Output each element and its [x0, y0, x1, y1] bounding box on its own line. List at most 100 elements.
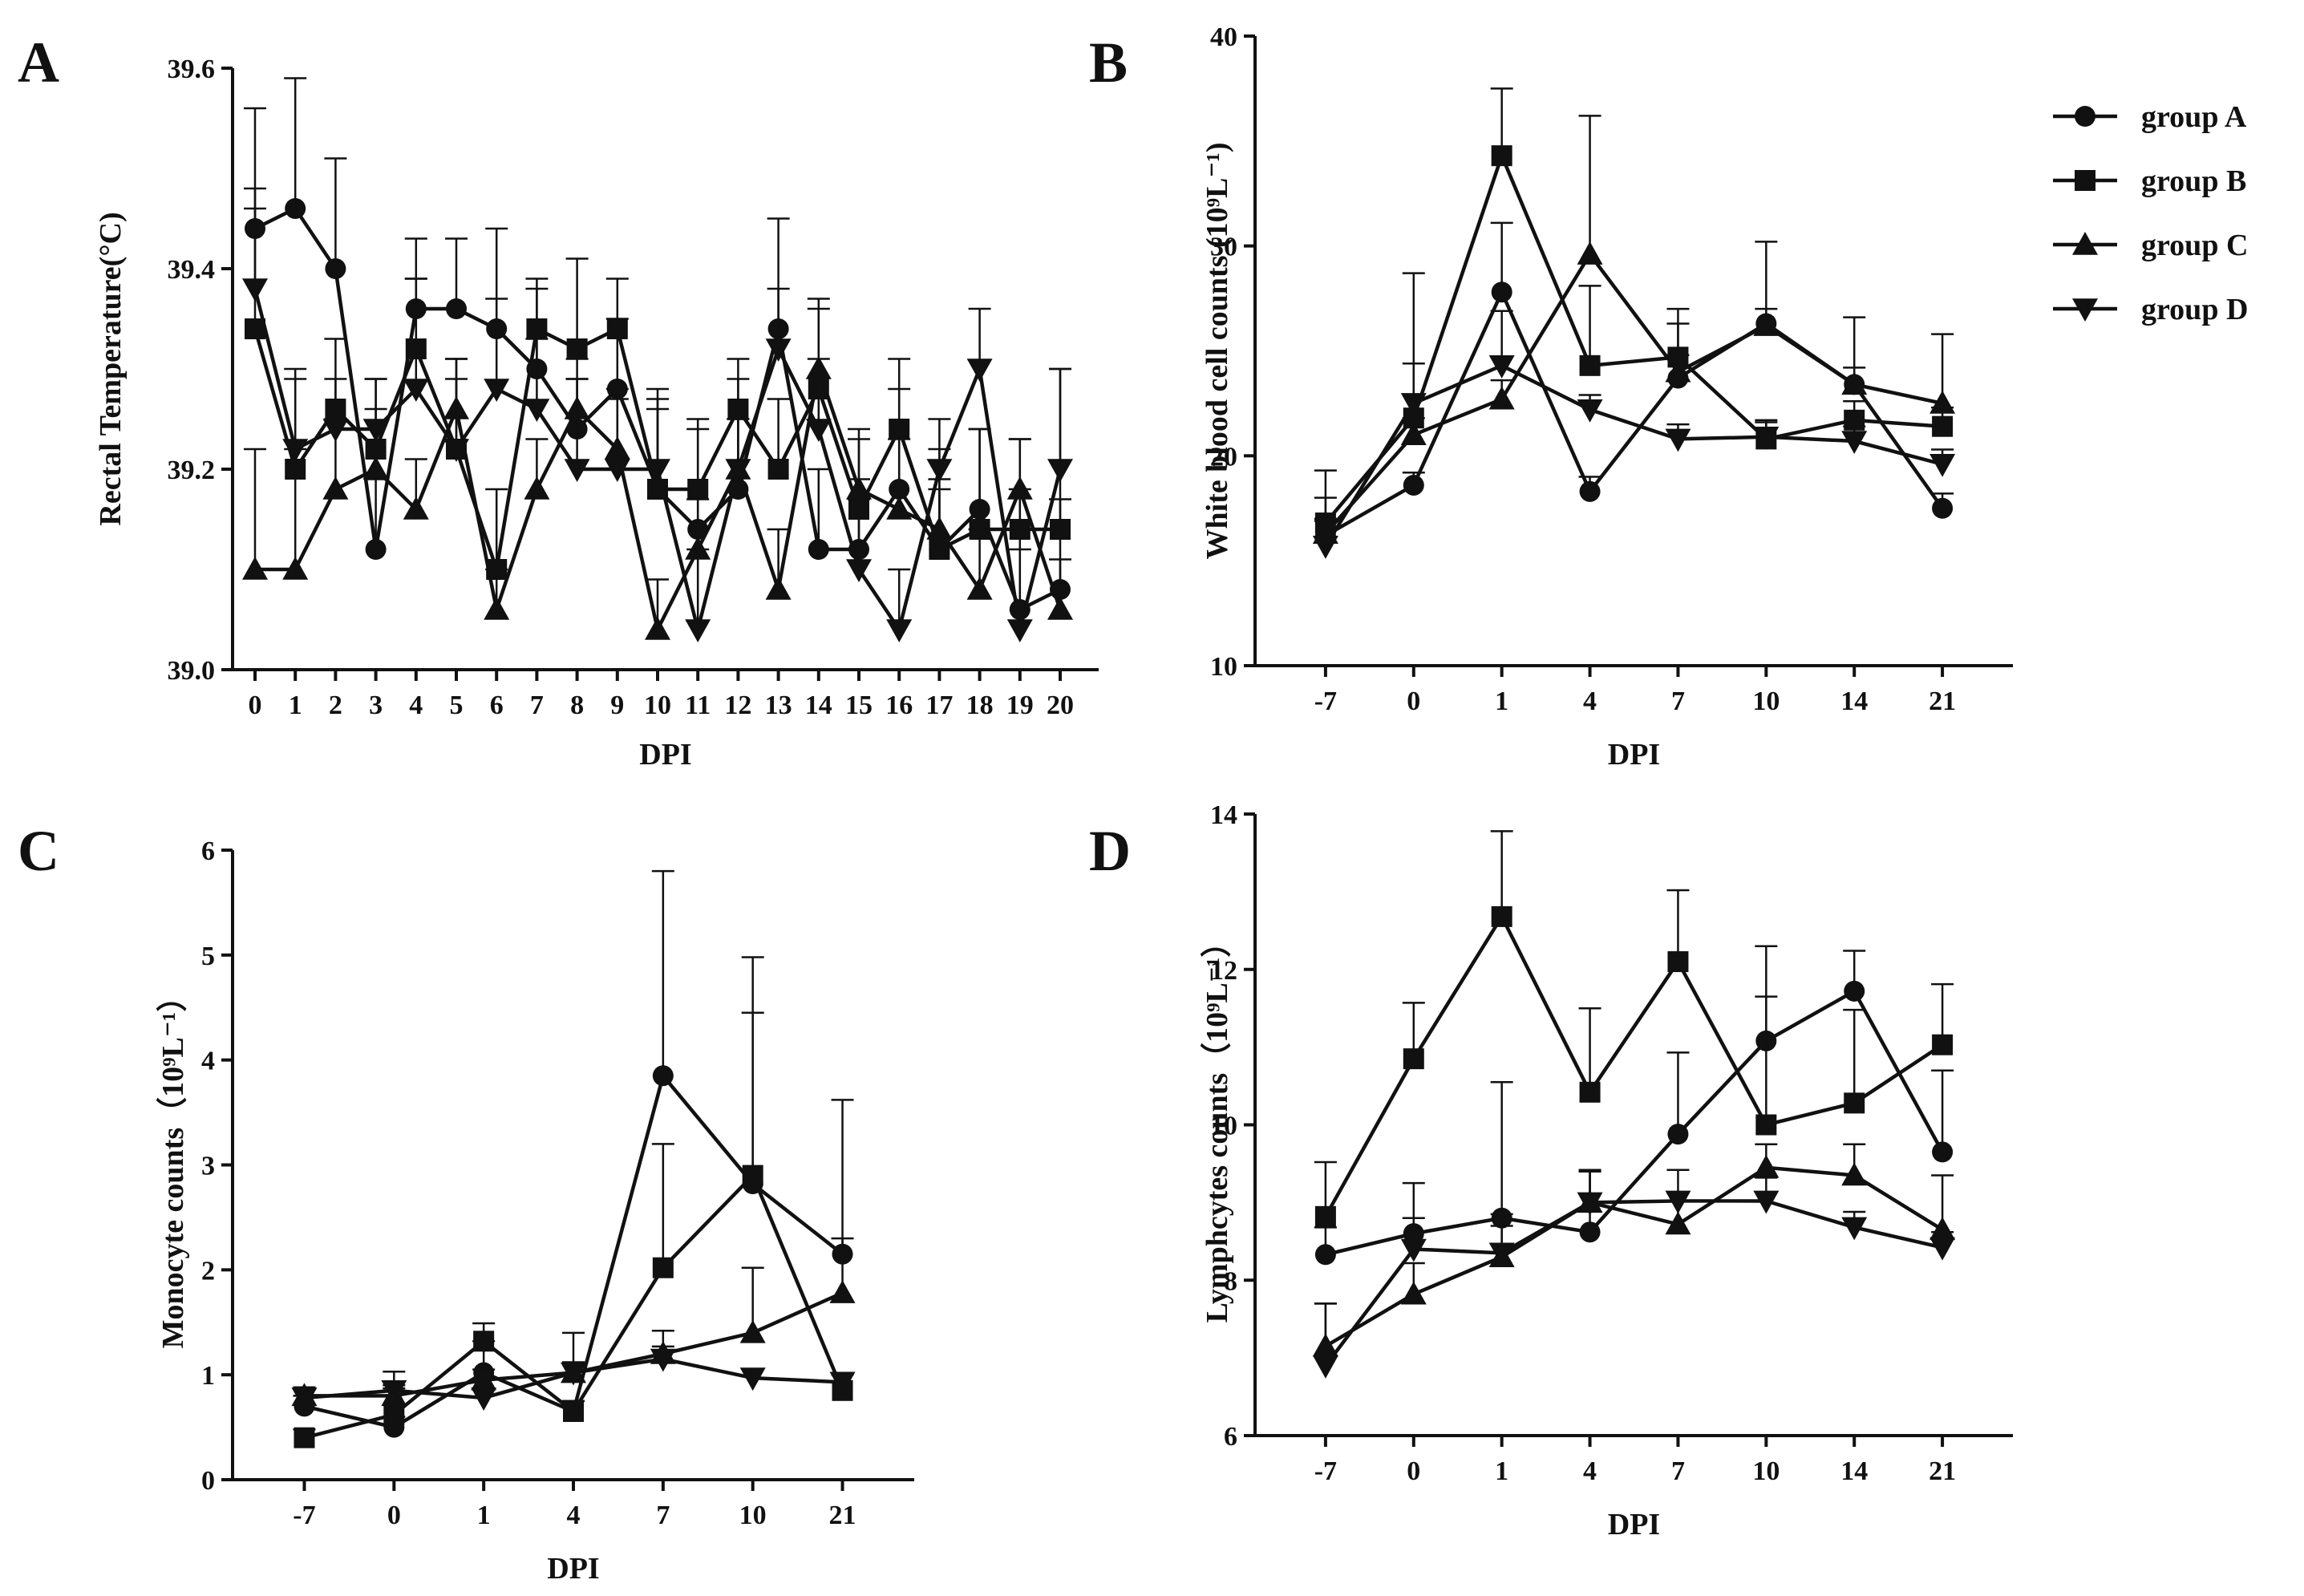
panel-a-letter: A	[18, 30, 59, 95]
x-tick-label: 9	[610, 691, 624, 720]
y-axis-title: Monocyte counts（10⁹L⁻¹）	[156, 982, 190, 1349]
data-point	[886, 496, 913, 520]
panel-a-chart: A39.039.239.439.60 1 2 3 4 5 6 7 8 9 10 11 12 13 14 15 1…	[18, 30, 1099, 772]
data-point	[767, 459, 789, 480]
series-group-D	[1312, 1169, 1956, 1379]
x-tick-label: 16	[885, 691, 913, 720]
y-tick-label: 30	[1210, 233, 1237, 262]
panel-d-letter: D	[1089, 819, 1131, 883]
x-tick-label: 19	[1006, 691, 1034, 720]
series-group-A	[1314, 945, 1954, 1266]
y-tick-label: 6	[201, 836, 215, 866]
y-tick-label: 10	[1210, 1112, 1237, 1141]
data-point	[403, 379, 429, 402]
series-line	[1323, 913, 1944, 1217]
x-tick-label: 3	[369, 691, 383, 720]
data-point	[473, 1331, 495, 1352]
x-tick-label: 10	[739, 1501, 767, 1530]
data-point	[1009, 519, 1031, 540]
data-point	[325, 258, 346, 279]
x-tick-label: 13	[765, 691, 792, 720]
data-point	[443, 439, 469, 462]
data-point	[742, 1165, 763, 1186]
x-tick-label: 4	[1583, 1456, 1597, 1486]
data-point	[652, 1257, 674, 1278]
data-point	[1755, 1114, 1777, 1136]
x-tick-label: -7	[293, 1501, 315, 1530]
data-point	[362, 419, 389, 442]
x-tick-label: 7	[656, 1501, 670, 1530]
x-tick-label: 7	[530, 691, 544, 720]
x-axis-title: DPI	[639, 738, 691, 772]
x-tick-label: 0	[249, 691, 262, 720]
x-tick-label: 1	[477, 1501, 491, 1530]
data-point	[685, 537, 711, 560]
data-point	[566, 338, 588, 359]
data-point	[1579, 1221, 1601, 1243]
data-point	[1932, 1034, 1954, 1055]
series-line	[303, 1172, 844, 1440]
data-point	[282, 557, 309, 580]
data-point	[1579, 354, 1601, 376]
data-point	[765, 338, 792, 362]
legend-entry: group B	[2053, 164, 2246, 198]
data-point	[242, 278, 268, 302]
data-point	[403, 496, 429, 520]
x-tick-label: 10	[1752, 687, 1780, 716]
data-point	[524, 476, 550, 500]
x-tick-label: 14	[1840, 1456, 1868, 1486]
y-axis-title: White blood cell counts (10⁹L⁻¹)	[1201, 143, 1234, 560]
series-group-D	[1312, 310, 1956, 559]
data-point	[808, 539, 829, 560]
data-point	[471, 1367, 497, 1391]
data-point	[1400, 422, 1427, 445]
data-point	[926, 516, 953, 540]
x-tick-label: 14	[1840, 687, 1868, 716]
data-point	[1047, 597, 1073, 620]
data-point	[966, 577, 993, 600]
legend-label: group C	[2141, 229, 2248, 262]
series-line	[1324, 1199, 1943, 1367]
x-tick-label: 21	[829, 1501, 856, 1530]
x-tick-label: 21	[1929, 1456, 1956, 1486]
legend: group A group B group C group D	[2053, 100, 2248, 326]
legend-label: group A	[2141, 100, 2247, 134]
data-point	[1006, 476, 1033, 500]
data-point	[1753, 1190, 1780, 1214]
data-point	[1577, 1192, 1603, 1216]
series-group-C	[1312, 115, 1956, 544]
x-tick-label: 21	[1929, 687, 1956, 716]
data-point	[1400, 1238, 1427, 1262]
x-tick-label: 5	[450, 691, 464, 720]
data-point	[829, 1280, 856, 1303]
y-tick-label: 39.0	[168, 656, 216, 686]
data-point	[1488, 355, 1515, 379]
x-axis-title: DPI	[1608, 1508, 1660, 1541]
data-point	[1929, 1217, 1956, 1241]
x-axis-title: DPI	[1608, 738, 1660, 772]
data-point	[1579, 480, 1601, 502]
x-tick-label: 15	[845, 691, 873, 720]
data-point	[1844, 980, 1865, 1002]
data-point	[471, 1387, 497, 1411]
x-tick-label: 2	[329, 691, 342, 720]
series-line	[1325, 988, 1945, 1257]
data-point	[1577, 241, 1603, 265]
data-point	[687, 479, 709, 500]
x-tick-label: -7	[1314, 687, 1337, 716]
data-point	[1312, 1355, 1338, 1379]
data-point	[966, 358, 993, 382]
x-tick-label: 17	[925, 691, 953, 720]
x-tick-label: 1	[289, 691, 302, 720]
x-axis-title: DPI	[547, 1552, 599, 1586]
y-tick-label: 5	[201, 942, 215, 971]
data-point	[381, 1379, 407, 1404]
data-point	[1665, 358, 1691, 383]
data-point	[1929, 390, 1956, 414]
series-line	[1324, 150, 1943, 525]
data-point	[291, 1387, 318, 1411]
y-tick-label: 4	[201, 1047, 215, 1076]
data-point	[1403, 474, 1424, 496]
